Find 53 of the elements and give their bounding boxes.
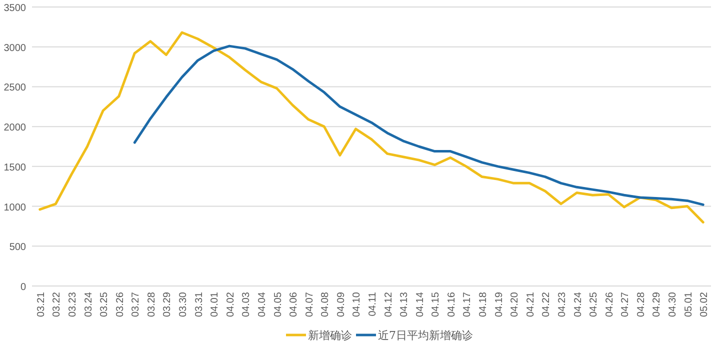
x-tick-label: 04.15 bbox=[430, 292, 442, 318]
x-tick-label: 03.30 bbox=[178, 292, 190, 318]
x-tick-label: 04.24 bbox=[572, 292, 584, 318]
x-tick-label: 04.10 bbox=[352, 292, 363, 318]
x-tick-label: 04.17 bbox=[462, 292, 474, 318]
x-tick-label: 04.30 bbox=[668, 292, 679, 318]
x-tick-label: 04.02 bbox=[225, 292, 236, 318]
x-tick-label: 04.13 bbox=[399, 292, 410, 318]
y-tick-label: 3500 bbox=[4, 3, 26, 14]
x-tick-label: 04.22 bbox=[541, 292, 552, 318]
x-tick-label: 03.26 bbox=[114, 292, 126, 318]
x-tick-label: 04.08 bbox=[320, 292, 332, 318]
x-tick-label: 04.05 bbox=[272, 292, 284, 318]
x-tick-label: 05.01 bbox=[683, 292, 694, 318]
y-tick-label: 0 bbox=[20, 282, 26, 293]
x-tick-label: 04.25 bbox=[588, 292, 600, 318]
x-tick-label: 03.27 bbox=[130, 292, 142, 318]
x-tick-label: 03.29 bbox=[162, 292, 174, 318]
x-tick-label: 04.04 bbox=[256, 292, 268, 318]
x-tick-label: 04.06 bbox=[288, 292, 300, 318]
x-tick-label: 04.11 bbox=[368, 292, 378, 316]
x-tick-label: 04.16 bbox=[446, 292, 458, 318]
x-tick-label: 04.03 bbox=[241, 292, 252, 318]
x-tick-label: 04.09 bbox=[336, 292, 347, 318]
x-tick-label: 03.21 bbox=[36, 292, 47, 318]
y-tick-label: 1000 bbox=[4, 202, 26, 214]
x-tick-label: 03.25 bbox=[99, 292, 110, 318]
legend-label: 新增确诊 bbox=[308, 329, 352, 342]
y-tick-label: 2000 bbox=[4, 122, 26, 134]
x-tick-label: 03.31 bbox=[194, 292, 205, 318]
x-tick-label: 04.12 bbox=[383, 292, 394, 318]
x-tick-label: 05.02 bbox=[699, 292, 710, 318]
x-tick-label: 04.29 bbox=[652, 292, 663, 318]
x-tick-label: 04.27 bbox=[620, 292, 632, 318]
legend-label: 近7日平均新增确诊 bbox=[378, 329, 473, 342]
x-tick-label: 04.07 bbox=[304, 292, 316, 318]
x-tick-label: 04.21 bbox=[525, 292, 536, 318]
x-tick-label: 04.01 bbox=[210, 292, 221, 318]
x-tick-label: 04.28 bbox=[636, 292, 647, 318]
x-tick-label: 04.19 bbox=[494, 292, 505, 318]
y-tick-label: 2500 bbox=[4, 82, 26, 94]
x-tick-label: 03.28 bbox=[146, 292, 158, 318]
y-tick-label: 1500 bbox=[4, 162, 26, 174]
x-tick-label: 04.18 bbox=[478, 292, 490, 318]
x-tick-label: 04.14 bbox=[414, 292, 426, 318]
x-tick-label: 03.23 bbox=[67, 292, 78, 318]
y-tick-label: 3000 bbox=[4, 42, 26, 54]
x-tick-label: 04.20 bbox=[510, 292, 521, 318]
x-tick-label: 04.23 bbox=[556, 292, 568, 318]
y-tick-label: 500 bbox=[9, 242, 26, 254]
x-tick-label: 04.26 bbox=[604, 292, 616, 318]
x-tick-label: 03.24 bbox=[83, 292, 94, 318]
x-tick-label: 03.22 bbox=[52, 292, 63, 318]
